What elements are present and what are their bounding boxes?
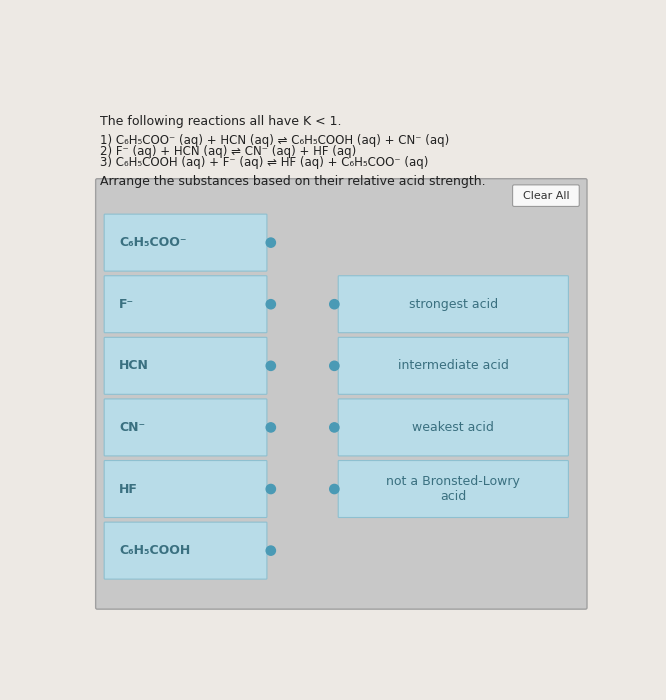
- FancyBboxPatch shape: [338, 337, 568, 394]
- Text: weakest acid: weakest acid: [412, 421, 494, 434]
- Text: F⁻: F⁻: [119, 298, 134, 311]
- Circle shape: [330, 300, 339, 309]
- Text: C₆H₅COOH: C₆H₅COOH: [119, 544, 190, 557]
- Text: Arrange the substances based on their relative acid strength.: Arrange the substances based on their re…: [101, 175, 486, 188]
- Text: 2) F⁻ (aq) + HCN (aq) ⇌ CN⁻ (aq) + HF (aq): 2) F⁻ (aq) + HCN (aq) ⇌ CN⁻ (aq) + HF (a…: [101, 145, 356, 158]
- FancyBboxPatch shape: [338, 399, 568, 456]
- Text: not a Bronsted-Lowry
acid: not a Bronsted-Lowry acid: [386, 475, 520, 503]
- Text: HCN: HCN: [119, 359, 149, 372]
- FancyBboxPatch shape: [338, 276, 568, 332]
- FancyBboxPatch shape: [104, 399, 267, 456]
- FancyBboxPatch shape: [513, 185, 579, 206]
- Text: The following reactions all have K < 1.: The following reactions all have K < 1.: [101, 115, 342, 128]
- FancyBboxPatch shape: [338, 461, 568, 517]
- Circle shape: [266, 546, 276, 555]
- Circle shape: [266, 361, 276, 370]
- Text: Clear All: Clear All: [523, 190, 569, 201]
- Text: CN⁻: CN⁻: [119, 421, 145, 434]
- FancyBboxPatch shape: [96, 178, 587, 609]
- Text: 1) C₆H₅COO⁻ (aq) + HCN (aq) ⇌ C₆H₅COOH (aq) + CN⁻ (aq): 1) C₆H₅COO⁻ (aq) + HCN (aq) ⇌ C₆H₅COOH (…: [101, 134, 450, 147]
- Text: C₆H₅COO⁻: C₆H₅COO⁻: [119, 236, 186, 249]
- Circle shape: [330, 484, 339, 494]
- Text: intermediate acid: intermediate acid: [398, 359, 509, 372]
- FancyBboxPatch shape: [104, 214, 267, 271]
- FancyBboxPatch shape: [104, 337, 267, 394]
- Circle shape: [266, 300, 276, 309]
- Text: HF: HF: [119, 482, 138, 496]
- FancyBboxPatch shape: [104, 461, 267, 517]
- Circle shape: [330, 423, 339, 432]
- Circle shape: [266, 238, 276, 247]
- Text: 3) C₆H₅COOH (aq) + F⁻ (aq) ⇌ HF (aq) + C₆H₅COO⁻ (aq): 3) C₆H₅COOH (aq) + F⁻ (aq) ⇌ HF (aq) + C…: [101, 155, 429, 169]
- Circle shape: [330, 361, 339, 370]
- Circle shape: [266, 423, 276, 432]
- Text: strongest acid: strongest acid: [409, 298, 498, 311]
- FancyBboxPatch shape: [104, 522, 267, 579]
- Circle shape: [266, 484, 276, 494]
- FancyBboxPatch shape: [104, 276, 267, 332]
